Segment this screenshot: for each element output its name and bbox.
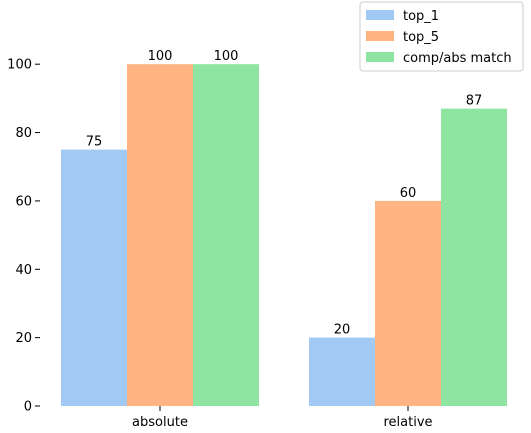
legend-swatch xyxy=(366,52,394,62)
legend-swatch xyxy=(366,31,394,41)
x-axis: absolute relative xyxy=(132,406,433,430)
legend-label: top_5 xyxy=(403,30,439,45)
y-axis: 0 20 40 60 80 100 xyxy=(7,58,40,415)
bar-value-label: 100 xyxy=(214,49,239,64)
data-labels-group: 75 100 100 20 60 87 xyxy=(86,49,483,337)
bar xyxy=(309,337,375,406)
bar-value-label: 20 xyxy=(334,323,351,338)
y-tick-label: 20 xyxy=(15,331,32,346)
legend-label: top_1 xyxy=(403,9,439,24)
y-tick-label: 40 xyxy=(15,263,32,278)
bar xyxy=(127,64,193,406)
x-tick-label: absolute xyxy=(132,415,188,429)
y-tick-label: 80 xyxy=(15,126,32,141)
bar xyxy=(441,108,507,407)
bar-value-label: 100 xyxy=(148,49,173,64)
bar xyxy=(375,200,441,406)
bar xyxy=(61,149,127,407)
legend-label: comp/abs match xyxy=(403,51,512,66)
legend-box xyxy=(359,1,524,72)
legend-swatch xyxy=(366,10,394,20)
bar-value-label: 60 xyxy=(400,186,417,201)
y-tick-label: 100 xyxy=(7,58,32,73)
legend: top_1 top_5 comp/abs match xyxy=(359,1,524,72)
y-tick-label: 60 xyxy=(15,194,32,209)
y-tick-label: 0 xyxy=(24,400,32,415)
x-tick-label: relative xyxy=(383,415,432,429)
bars-group xyxy=(61,64,507,407)
bar-value-label: 75 xyxy=(86,135,103,150)
bar-value-label: 87 xyxy=(466,94,483,109)
bar xyxy=(193,64,259,406)
